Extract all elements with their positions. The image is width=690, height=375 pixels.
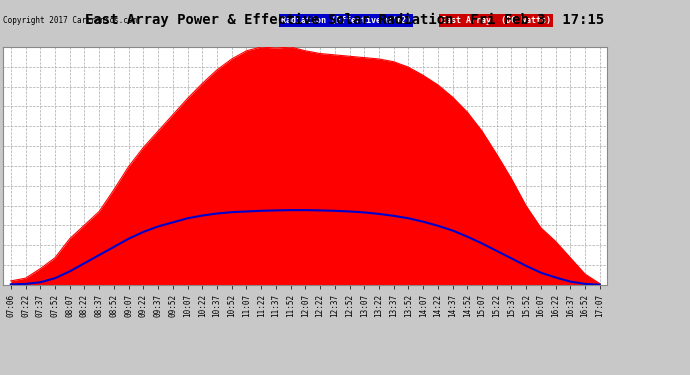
Text: East Array  (DC Watts): East Array (DC Watts) (441, 16, 551, 25)
Text: Copyright 2017 Cartronics.com: Copyright 2017 Cartronics.com (3, 16, 137, 25)
Text: Radiation (Effective w/m2): Radiation (Effective w/m2) (282, 16, 411, 25)
Text: East Array Power & Effective Solar Radiation  Fri Feb 3  17:15: East Array Power & Effective Solar Radia… (86, 13, 604, 27)
